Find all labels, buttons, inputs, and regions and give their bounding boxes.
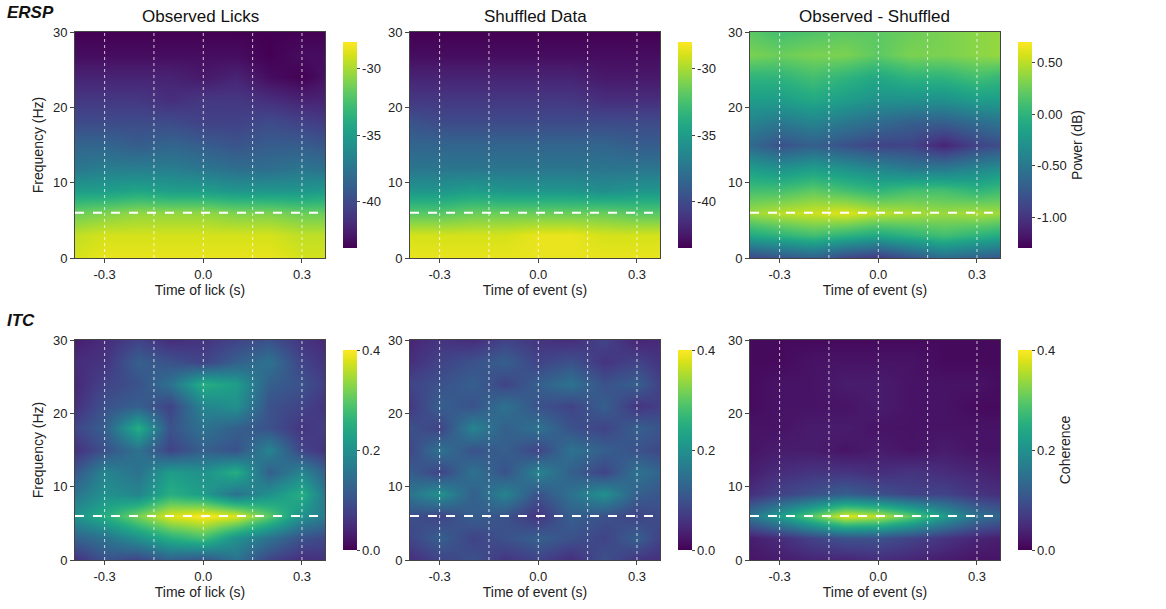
- svg-text:Time of event (s): Time of event (s): [823, 584, 928, 600]
- svg-text:0.0: 0.0: [529, 569, 547, 584]
- svg-text:0: 0: [735, 553, 742, 568]
- svg-text:10: 10: [728, 479, 742, 494]
- svg-text:-0.3: -0.3: [428, 569, 450, 584]
- svg-text:-1.00: -1.00: [1037, 210, 1067, 225]
- svg-text:-0.50: -0.50: [1037, 158, 1067, 173]
- svg-text:Shuffled Data: Shuffled Data: [484, 7, 587, 26]
- svg-text:Power (dB): Power (dB): [1069, 110, 1085, 180]
- svg-text:30: 30: [53, 25, 67, 40]
- svg-text:0: 0: [395, 251, 402, 266]
- svg-text:-30: -30: [362, 61, 381, 76]
- svg-text:20: 20: [388, 406, 402, 421]
- svg-text:0.3: 0.3: [293, 569, 311, 584]
- svg-text:Time of lick (s): Time of lick (s): [155, 282, 245, 298]
- svg-text:-0.3: -0.3: [768, 569, 790, 584]
- svg-text:Time of lick (s): Time of lick (s): [155, 584, 245, 600]
- svg-text:0: 0: [60, 553, 67, 568]
- svg-text:-30: -30: [697, 61, 716, 76]
- svg-text:30: 30: [53, 333, 67, 348]
- svg-text:0.3: 0.3: [293, 267, 311, 282]
- svg-text:ERSP: ERSP: [7, 3, 54, 22]
- svg-text:20: 20: [728, 406, 742, 421]
- svg-text:0.3: 0.3: [968, 267, 986, 282]
- svg-text:20: 20: [53, 100, 67, 115]
- svg-text:-35: -35: [362, 128, 381, 143]
- svg-text:0.0: 0.0: [869, 267, 887, 282]
- svg-text:-0.3: -0.3: [93, 267, 115, 282]
- svg-text:0.4: 0.4: [697, 343, 715, 358]
- svg-text:30: 30: [388, 333, 402, 348]
- svg-text:0.0: 0.0: [362, 543, 380, 558]
- svg-text:20: 20: [53, 406, 67, 421]
- svg-text:0.0: 0.0: [697, 543, 715, 558]
- svg-text:Frequency (Hz): Frequency (Hz): [30, 97, 46, 193]
- svg-text:10: 10: [53, 175, 67, 190]
- svg-text:-0.3: -0.3: [428, 267, 450, 282]
- svg-text:10: 10: [388, 175, 402, 190]
- svg-text:-40: -40: [697, 194, 716, 209]
- svg-text:0: 0: [735, 251, 742, 266]
- svg-text:Observed - Shuffled: Observed - Shuffled: [799, 7, 950, 26]
- svg-text:0.0: 0.0: [869, 569, 887, 584]
- svg-text:0.3: 0.3: [628, 267, 646, 282]
- svg-text:10: 10: [53, 479, 67, 494]
- svg-text:30: 30: [728, 333, 742, 348]
- svg-text:-0.3: -0.3: [93, 569, 115, 584]
- svg-text:0.0: 0.0: [194, 569, 212, 584]
- svg-text:0.2: 0.2: [362, 443, 380, 458]
- svg-text:0.2: 0.2: [1037, 443, 1055, 458]
- svg-text:-40: -40: [362, 194, 381, 209]
- svg-text:0.0: 0.0: [194, 267, 212, 282]
- svg-text:0.0: 0.0: [1037, 543, 1055, 558]
- svg-text:Time of event (s): Time of event (s): [483, 282, 588, 298]
- svg-text:Coherence: Coherence: [1057, 416, 1073, 485]
- svg-text:-35: -35: [697, 128, 716, 143]
- svg-text:0.0: 0.0: [529, 267, 547, 282]
- svg-text:0.50: 0.50: [1037, 55, 1062, 70]
- svg-text:0.00: 0.00: [1037, 107, 1062, 122]
- svg-text:30: 30: [728, 25, 742, 40]
- svg-text:0.3: 0.3: [628, 569, 646, 584]
- svg-text:Frequency (Hz): Frequency (Hz): [30, 402, 46, 498]
- svg-text:Observed Licks: Observed Licks: [142, 7, 259, 26]
- svg-text:0: 0: [395, 553, 402, 568]
- svg-text:Time of event (s): Time of event (s): [483, 584, 588, 600]
- svg-text:0.4: 0.4: [1037, 343, 1055, 358]
- svg-text:0.3: 0.3: [968, 569, 986, 584]
- svg-text:ITC: ITC: [7, 311, 35, 330]
- svg-text:Time of event (s): Time of event (s): [823, 282, 928, 298]
- svg-text:0.2: 0.2: [697, 443, 715, 458]
- svg-text:0: 0: [60, 251, 67, 266]
- svg-text:-0.3: -0.3: [768, 267, 790, 282]
- svg-text:10: 10: [388, 479, 402, 494]
- svg-text:0.4: 0.4: [362, 343, 380, 358]
- svg-text:20: 20: [388, 100, 402, 115]
- svg-text:20: 20: [728, 100, 742, 115]
- svg-text:10: 10: [728, 175, 742, 190]
- svg-text:30: 30: [388, 25, 402, 40]
